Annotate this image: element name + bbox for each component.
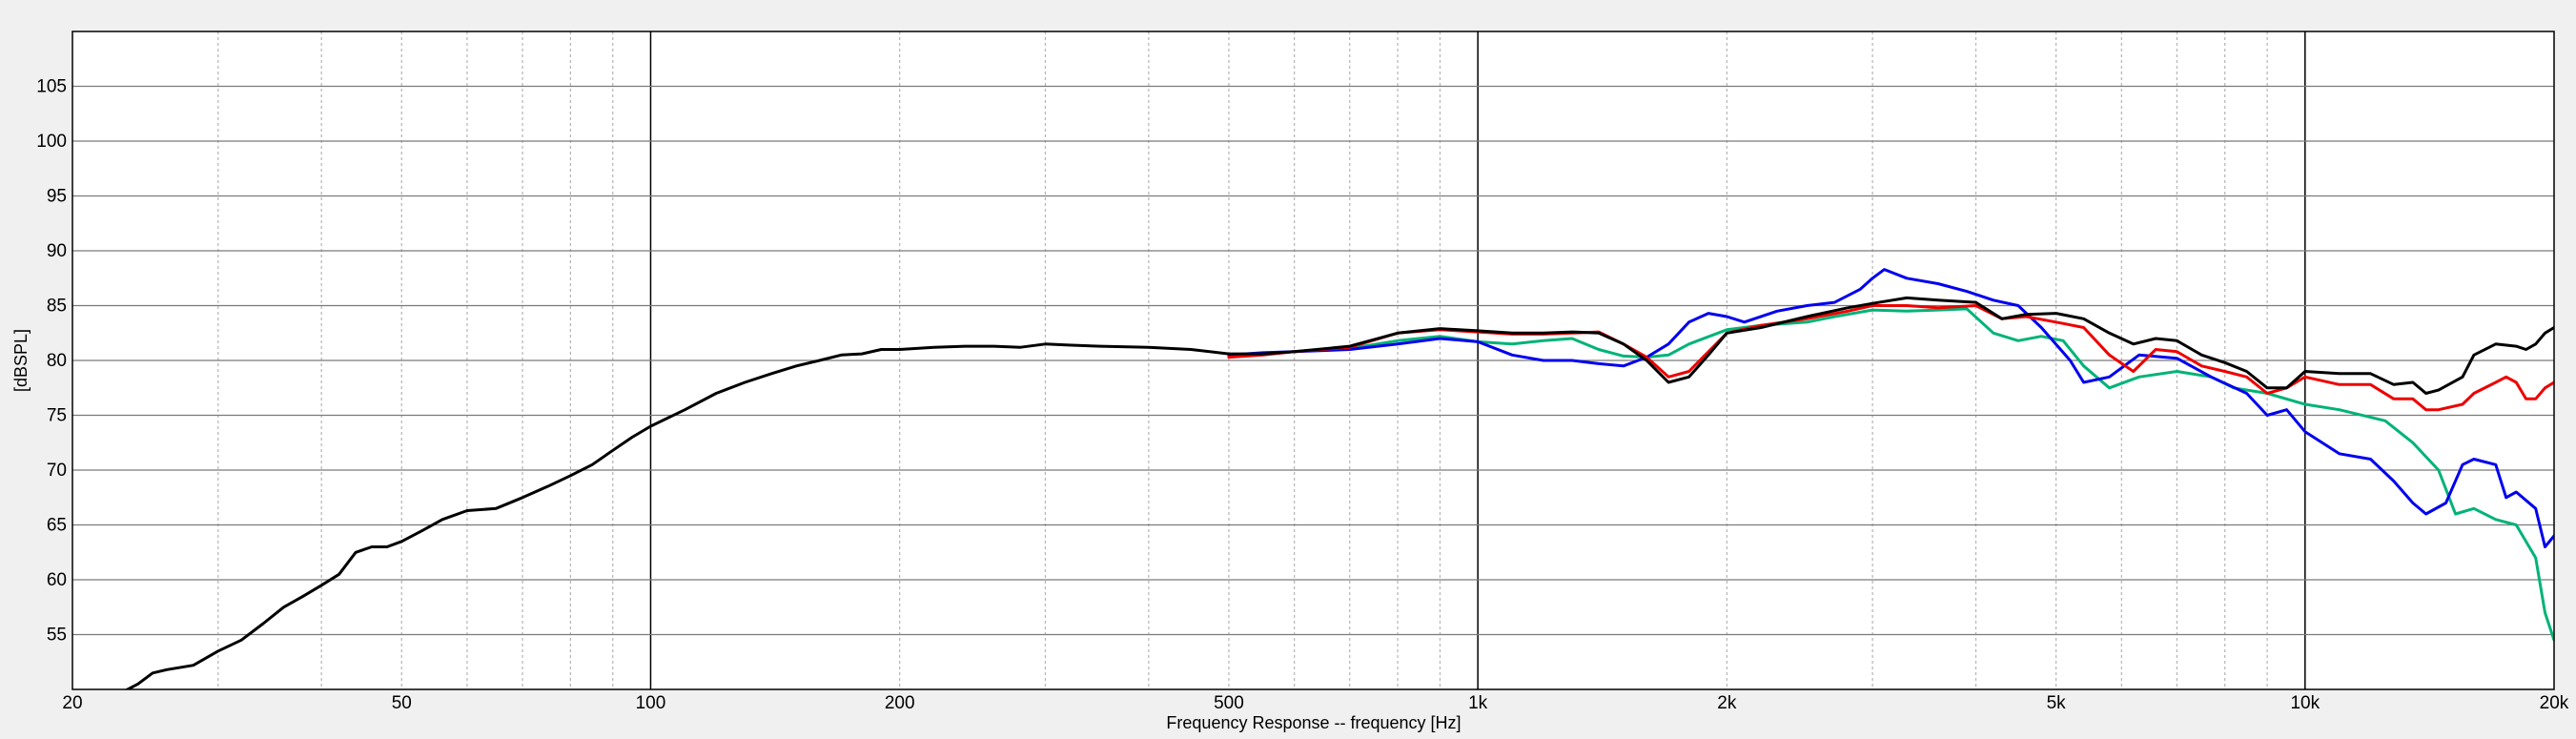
series-line-4 xyxy=(124,296,2554,689)
y-tick-label: 85 xyxy=(47,297,67,317)
x-axis-title: Frequency Response -- frequency [Hz] xyxy=(1166,713,1461,732)
x-tick-labels: 20 50 100 200 500 1k 2k 5k 10k 20k xyxy=(62,693,2568,713)
y-tick-label: 55 xyxy=(47,626,67,646)
x-tick-label: 5k xyxy=(2047,693,2067,713)
x-tick-label: 20 xyxy=(62,693,82,713)
series-group xyxy=(124,268,2554,689)
y-tick-label: 70 xyxy=(47,461,67,481)
x-tick-label: 50 xyxy=(392,693,412,713)
grid xyxy=(72,31,2554,689)
y-tick-labels: 55 60 65 70 75 80 85 90 95 100 105 xyxy=(36,77,67,646)
y-axis-title: [dBSPL] xyxy=(11,329,31,392)
y-tick-label: 105 xyxy=(36,77,67,97)
x-tick-label: 500 xyxy=(1214,693,1244,713)
x-tick-label: 1k xyxy=(1468,693,1488,713)
y-tick-label: 65 xyxy=(47,516,67,536)
y-tick-label: 60 xyxy=(47,570,67,590)
x-tick-label: 100 xyxy=(636,693,666,713)
x-tick-label: 10k xyxy=(2290,693,2320,713)
series-line-2 xyxy=(1227,268,2554,548)
x-tick-label: 200 xyxy=(885,693,915,713)
x-tick-label: 20k xyxy=(2540,693,2569,713)
y-tick-label: 80 xyxy=(47,351,67,371)
y-tick-label: 95 xyxy=(47,187,67,207)
plot-frame xyxy=(72,31,2555,690)
y-tick-label: 75 xyxy=(47,406,67,426)
y-tick-label: 100 xyxy=(36,132,67,152)
x-tick-label: 2k xyxy=(1717,693,1737,713)
series-line-1 xyxy=(1227,307,2554,642)
y-tick-label: 90 xyxy=(47,241,67,261)
